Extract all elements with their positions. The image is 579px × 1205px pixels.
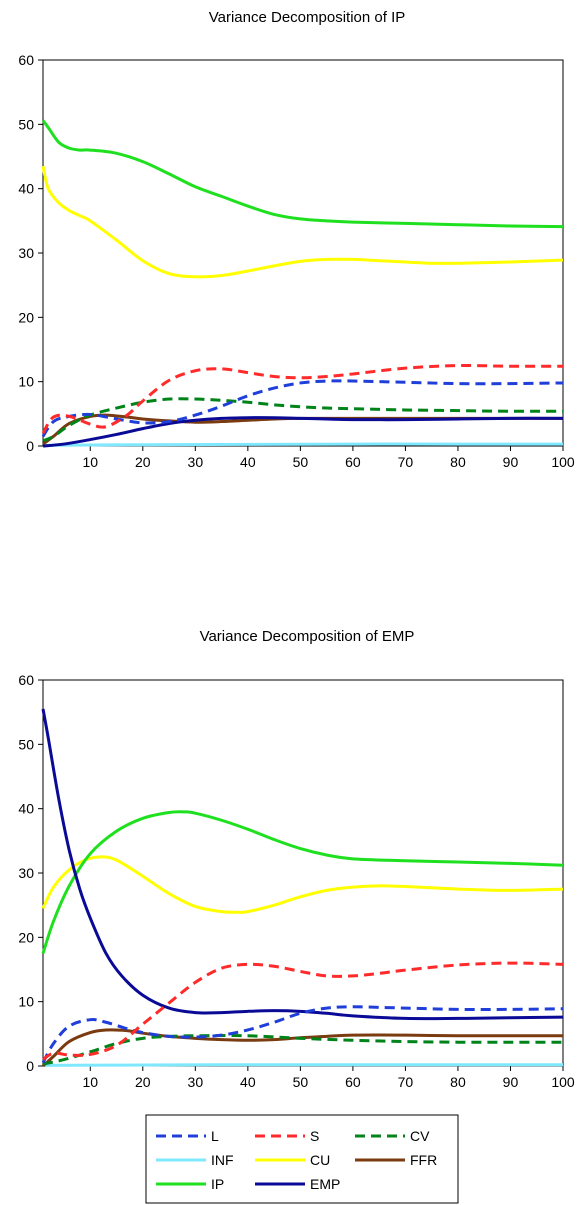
x-tick-label: 20	[135, 454, 151, 470]
legend-label-cv: CV	[410, 1128, 430, 1144]
x-tick-label: 10	[82, 454, 98, 470]
y-tick-label: 10	[18, 374, 34, 390]
y-tick-label: 60	[18, 672, 34, 688]
y-tick-label: 20	[18, 929, 34, 945]
x-tick-label: 50	[293, 454, 309, 470]
chart-title: Variance Decomposition of EMP	[200, 628, 415, 645]
series-line-s	[42, 961, 564, 1061]
series-line-s	[41, 364, 564, 434]
series-line-cu	[41, 165, 564, 279]
y-tick-label: 60	[18, 52, 34, 68]
series-line-emp	[41, 708, 564, 1021]
chart-title: Variance Decomposition of IP	[209, 9, 406, 26]
legend-label-s: S	[310, 1128, 319, 1144]
x-tick-label: 60	[345, 1074, 361, 1090]
x-tick-label: 60	[345, 454, 361, 470]
x-tick-label: 40	[240, 1074, 256, 1090]
x-tick-label: 50	[293, 1074, 309, 1090]
series-line-ffr	[41, 1028, 563, 1068]
y-tick-label: 40	[18, 181, 34, 197]
series-line-ip	[41, 119, 564, 229]
series-line-cu	[41, 855, 564, 914]
x-tick-label: 100	[551, 1074, 575, 1090]
y-tick-label: 30	[18, 245, 34, 261]
plot-frame	[42, 59, 564, 447]
y-tick-label: 50	[18, 116, 34, 132]
y-tick-label: 0	[26, 438, 34, 454]
y-tick-label: 30	[18, 865, 34, 881]
y-tick-label: 0	[26, 1058, 34, 1074]
legend-label-inf: INF	[211, 1152, 234, 1168]
y-tick-label: 10	[18, 994, 34, 1010]
x-tick-label: 90	[503, 1074, 519, 1090]
y-tick-label: 20	[18, 309, 34, 325]
legend-label-cu: CU	[310, 1152, 330, 1168]
legend-label-ip: IP	[211, 1176, 224, 1192]
x-tick-label: 70	[398, 454, 414, 470]
x-tick-label: 80	[450, 1074, 466, 1090]
x-tick-label: 80	[450, 454, 466, 470]
y-tick-label: 40	[18, 801, 34, 817]
legend-label-l: L	[211, 1128, 219, 1144]
x-tick-label: 30	[188, 454, 204, 470]
chart-variance-ip: Variance Decomposition of IP 0 10 20 30 40 50 6…	[18, 9, 574, 470]
series-line-inf	[42, 442, 563, 447]
series-line-inf	[42, 1063, 563, 1067]
x-tick-label: 100	[551, 454, 575, 470]
legend-label-emp: EMP	[310, 1176, 340, 1192]
chart-legend: L S CV INF CU FFR IP EMP	[145, 1114, 459, 1204]
chart-variance-emp: Variance Decomposition of EMP 0 10 20 30 40 50…	[18, 628, 574, 1090]
series-line-cv	[42, 1034, 563, 1066]
legend-label-ffr: FFR	[410, 1152, 437, 1168]
series-line-emp	[42, 416, 564, 448]
series-line-ip	[41, 810, 564, 954]
x-tick-label: 40	[240, 454, 256, 470]
x-tick-label: 90	[503, 454, 519, 470]
x-tick-label: 20	[135, 1074, 151, 1090]
x-tick-label: 70	[398, 1074, 414, 1090]
series-line-l	[41, 1005, 564, 1064]
x-tick-label: 30	[188, 1074, 204, 1090]
x-tick-label: 10	[82, 1074, 98, 1090]
series-line-l	[41, 379, 564, 438]
y-tick-label: 50	[18, 736, 34, 752]
